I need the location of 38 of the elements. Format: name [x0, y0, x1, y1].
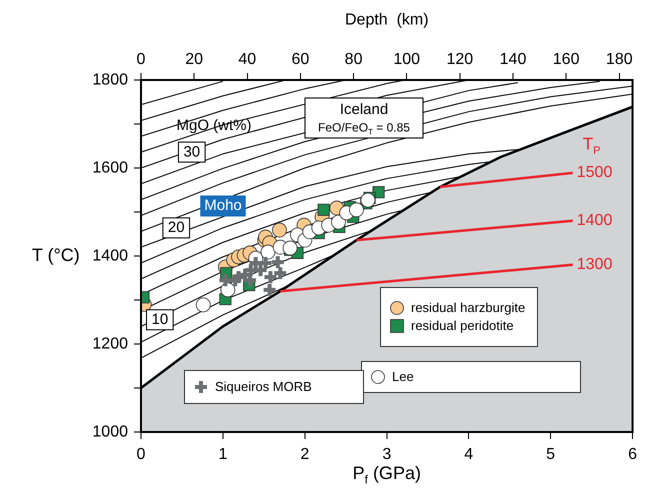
x2-tick-label: 160	[552, 50, 580, 68]
legend-box: Siqueiros MORB	[184, 370, 364, 404]
y-axis-title: T (°C)	[32, 244, 80, 265]
x2-tick-label: 40	[238, 50, 256, 68]
annotation: Iceland	[340, 101, 388, 118]
y-tick-label: 1400	[92, 247, 128, 264]
x-tick-label: 2	[300, 446, 310, 464]
annotation: 20	[168, 218, 185, 236]
annotation: 30	[183, 143, 200, 160]
x2-tick-label: 20	[185, 50, 204, 68]
x2-tick-label: 60	[292, 50, 310, 68]
y-tick-label: 1800	[92, 71, 128, 88]
x-tick-label: 1	[218, 446, 228, 464]
x2-tick-label: 100	[393, 50, 420, 68]
x2-tick-label: 120	[446, 50, 474, 68]
y-tick-label: 1000	[92, 423, 128, 440]
series-label: 1300	[576, 256, 612, 274]
series-label: 1400	[576, 212, 612, 230]
x-tick-label: 6	[628, 446, 638, 464]
annotation: 10	[152, 310, 168, 328]
x2-tick-label: 180	[606, 50, 633, 68]
series-label: 1500	[576, 164, 612, 182]
y-tick-label: 1200	[92, 335, 128, 352]
legend-label: Lee	[392, 368, 414, 386]
x-tick-label: 4	[464, 446, 474, 464]
x2-tick-label: 140	[500, 50, 526, 68]
x-tick-label: 0	[136, 446, 146, 464]
legend-label: Siqueiros MORB	[215, 378, 312, 396]
annotation: Moho	[204, 197, 242, 214]
legend-box: Lee	[361, 361, 581, 393]
x2-tick-label: 0	[136, 50, 146, 68]
x-tick-label: 3	[382, 446, 392, 464]
x2-tick-label: 80	[344, 50, 363, 68]
x2-axis-title: Depth (km)	[344, 11, 429, 28]
y-tick-label: 1600	[92, 159, 128, 176]
x-tick-label: 5	[546, 446, 556, 464]
legend-label: residual peridotite	[411, 317, 514, 335]
legend-label: residual harzburgite	[411, 299, 526, 317]
